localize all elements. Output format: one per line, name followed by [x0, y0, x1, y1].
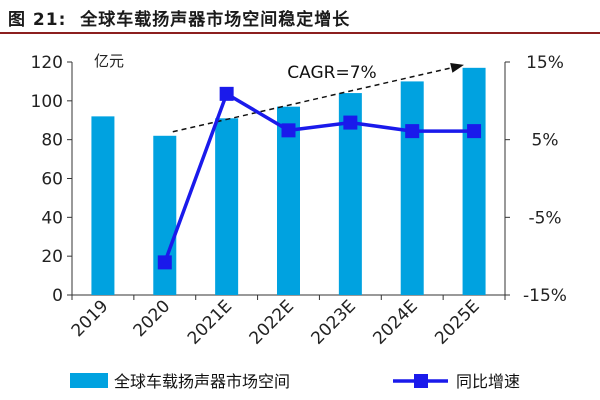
legend-label-line: 同比增速 — [456, 372, 520, 391]
trend-arrowhead — [450, 62, 464, 73]
right-axis-tick-label: 15% — [526, 53, 564, 73]
legend-swatch-bar — [70, 373, 108, 388]
trend-line — [172, 65, 461, 133]
legend: 全球车载扬声器市场空间 同比增速 — [70, 372, 520, 391]
left-axis-tick-label: 120 — [31, 53, 63, 73]
bar — [153, 135, 177, 295]
x-axis-tick-label: 2023E — [308, 296, 360, 348]
trend-arrow: CAGR=7% — [172, 62, 464, 133]
x-axis-tick-label: 2020 — [130, 296, 175, 341]
growth-marker — [467, 124, 482, 139]
bar — [338, 93, 362, 295]
growth-line — [163, 92, 475, 263]
bar — [215, 118, 239, 295]
left-axis-tick-label: 0 — [52, 286, 63, 306]
bar-series — [91, 67, 486, 296]
growth-marker — [219, 86, 234, 101]
growth-marker — [281, 123, 296, 138]
cagr-label: CAGR=7% — [287, 63, 376, 83]
line-series — [157, 86, 482, 270]
figure-title: 图 21: 全球车载扬声器市场空间稳定增长 — [8, 5, 350, 30]
left-axis-tick-label: 40 — [41, 208, 63, 228]
figure-number: 图 21: — [8, 10, 67, 30]
x-axis-tick-label: 2025E — [431, 296, 483, 348]
left-axis-tick-label: 100 — [31, 92, 63, 112]
left-axis-unit: 亿元 — [94, 52, 124, 70]
growth-marker — [405, 124, 420, 139]
right-axis-tick-label: -15% — [523, 286, 567, 306]
growth-marker — [343, 115, 358, 130]
right-axis-tick-label: -5% — [528, 208, 561, 228]
legend-swatch-marker — [414, 374, 428, 388]
x-axis-tick-label: 2021E — [184, 296, 236, 348]
x-axis-tick-label: 2022E — [246, 296, 298, 348]
left-axis-tick-label: 60 — [41, 170, 63, 190]
legend-label-bar: 全球车载扬声器市场空间 — [114, 372, 290, 391]
left-axis-tick-label: 20 — [41, 247, 63, 267]
title-divider — [0, 32, 600, 34]
left-axis-tick-label: 80 — [41, 131, 63, 151]
bar — [462, 67, 486, 295]
x-axis-tick-label: 2024E — [369, 296, 421, 348]
growth-marker — [157, 255, 172, 270]
right-axis-tick-label: 5% — [532, 131, 559, 151]
bar — [400, 81, 424, 296]
bar — [277, 106, 300, 296]
bar — [91, 116, 115, 295]
figure-title-text: 全球车载扬声器市场空间稳定增长 — [80, 10, 351, 30]
x-axis-tick-label: 2019 — [68, 296, 113, 341]
